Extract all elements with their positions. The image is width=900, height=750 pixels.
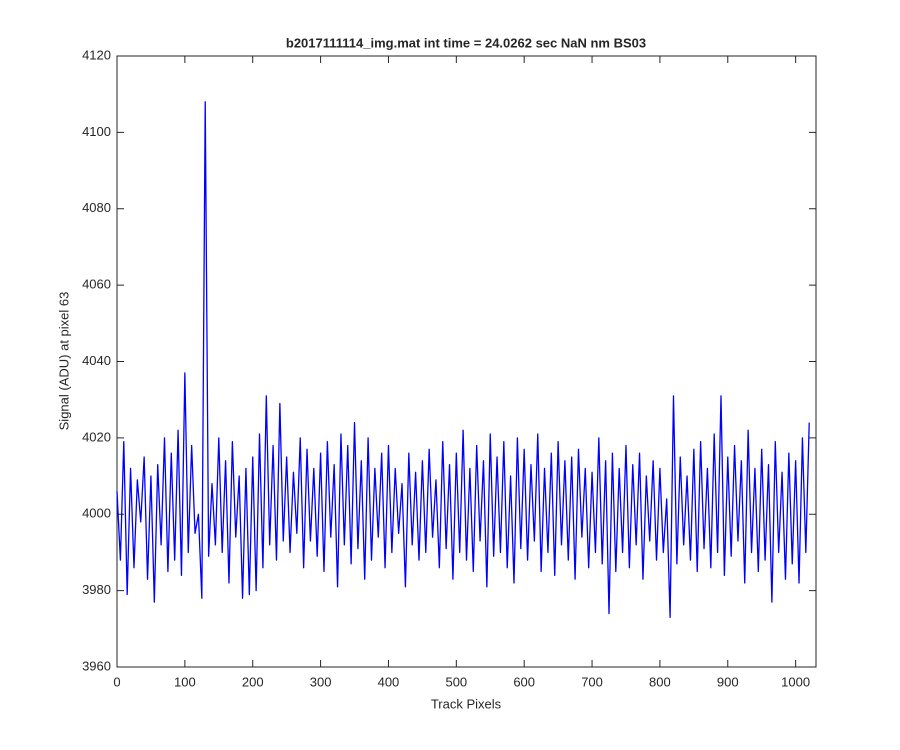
chart-title: b2017111114_img.mat int time = 24.0262 s… (286, 35, 646, 50)
y-tick-label: 3980 (82, 582, 111, 597)
y-tick-label: 4100 (82, 124, 111, 139)
x-tick-label: 100 (174, 674, 196, 689)
x-tick-label: 900 (717, 674, 739, 689)
y-tick-label: 4040 (82, 353, 111, 368)
x-axis-label: Track Pixels (431, 696, 502, 711)
x-tick-label: 400 (378, 674, 400, 689)
y-tick-label: 4080 (82, 200, 111, 215)
y-axis-label: Signal (ADU) at pixel 63 (56, 292, 71, 431)
y-tick-label: 3960 (82, 658, 111, 673)
x-tick-label: 1000 (781, 674, 810, 689)
y-tick-label: 4060 (82, 277, 111, 292)
data-line (116, 101, 810, 619)
x-tick-label: 200 (242, 674, 264, 689)
x-tick-label: 0 (113, 674, 120, 689)
y-tick-label: 4120 (82, 47, 111, 62)
x-tick-label: 800 (649, 674, 671, 689)
x-tick-label: 500 (445, 674, 467, 689)
x-tick-label: 300 (310, 674, 332, 689)
y-tick-label: 4020 (82, 429, 111, 444)
x-tick-label: 600 (513, 674, 535, 689)
x-tick-label: 700 (581, 674, 603, 689)
y-tick-label: 4000 (82, 506, 111, 521)
